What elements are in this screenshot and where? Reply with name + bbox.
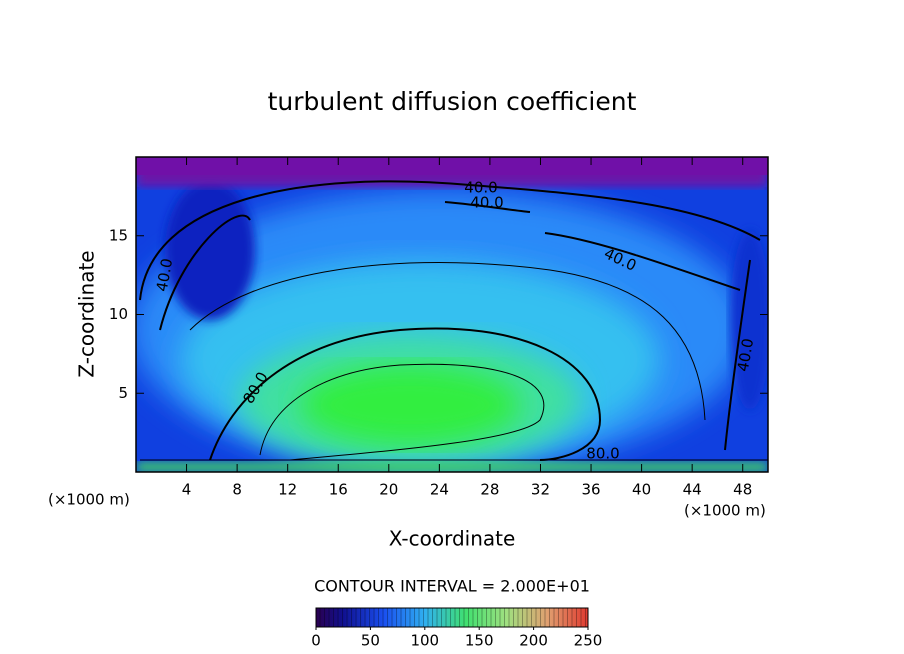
x-tick-label: 28 (480, 481, 499, 499)
contour-label: 40.0 (470, 194, 503, 212)
y-unit-label: (×1000 m) (48, 491, 130, 509)
colorbar (315, 607, 589, 628)
x-tick-label: 24 (430, 481, 449, 499)
x-tick-label: 44 (683, 481, 702, 499)
chart-title: turbulent diffusion coefficient (268, 87, 637, 116)
colorbar-tick-label: 250 (574, 632, 603, 650)
x-tick-label: 16 (329, 481, 348, 499)
x-axis-label: X-coordinate (389, 527, 516, 551)
x-tick-label: 36 (581, 481, 600, 499)
contour-field (136, 157, 768, 472)
y-tick-label: 10 (109, 305, 128, 323)
x-tick-label: 4 (182, 481, 192, 499)
y-tick-label: 15 (109, 226, 128, 244)
x-tick-label: 8 (232, 481, 242, 499)
contour-interval: CONTOUR INTERVAL = 2.000E+01 (314, 577, 590, 596)
colorbar-tick-label: 0 (311, 632, 321, 650)
colorbar-tick-label: 50 (361, 632, 380, 650)
contour-label: 40.0 (464, 179, 497, 197)
x-unit-label: (×1000 m) (684, 502, 766, 520)
x-tick-label: 40 (632, 481, 651, 499)
x-tick-label: 20 (379, 481, 398, 499)
x-tick-label: 32 (531, 481, 550, 499)
colorbar-tick-label: 200 (519, 632, 548, 650)
colorbar-tick-label: 100 (410, 632, 439, 650)
contour-label: 40.0 (153, 257, 177, 293)
y-axis-label: Z-coordinate (75, 250, 99, 377)
contour-label: 40.0 (734, 337, 758, 373)
y-tick-label: 5 (118, 384, 128, 402)
x-tick-label: 48 (733, 481, 752, 499)
colorbar-tick-label: 150 (465, 632, 494, 650)
x-tick-label: 12 (278, 481, 297, 499)
contour-label: 80.0 (586, 445, 619, 463)
